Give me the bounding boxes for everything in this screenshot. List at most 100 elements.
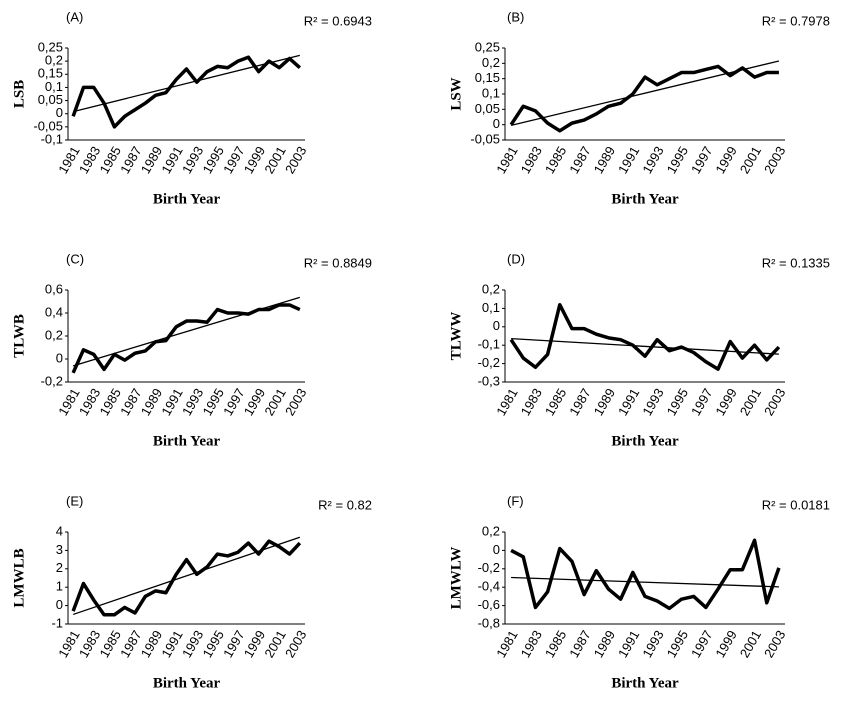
y-axis-title: LSW (448, 77, 464, 110)
x-tick-label: 1993 (639, 144, 666, 177)
x-axis-title: Birth Year (153, 433, 221, 449)
panel-label: (D) (507, 251, 525, 266)
x-tick-label: 1999 (712, 386, 739, 419)
y-tick-label: 0,4 (45, 304, 63, 319)
panel-label: (C) (66, 251, 84, 266)
panel-label: (B) (507, 9, 524, 24)
data-line (71, 55, 302, 129)
x-tick-label: 2003 (761, 628, 788, 661)
panel: (F) R² = 0.0181 LMWLW Birth Year -0,8 -0,6 -0,… (448, 493, 830, 691)
x-tick-label: 1997 (688, 386, 715, 419)
y-tick-label: -0,2 (478, 355, 500, 370)
x-tick-label: 1989 (591, 144, 618, 177)
x-tick-label: 1999 (712, 144, 739, 177)
trendline (511, 337, 779, 355)
x-tick-label: 2003 (282, 628, 309, 661)
y-tick-label: 0,2 (482, 281, 500, 296)
x-tick-label: 1985 (542, 386, 569, 419)
x-tick-label: 2001 (737, 386, 764, 419)
x-tick-label: 1983 (518, 144, 545, 177)
r-squared: R² = 0.0181 (762, 497, 830, 512)
x-tick-label: 1995 (664, 386, 691, 419)
x-tick-label: 1993 (639, 628, 666, 661)
y-tick-label: -0,05 (33, 118, 63, 133)
panel: (C) R² = 0.8849 TLWB Birth Year -0,2 0 0,2 0,4 0… (11, 251, 372, 449)
y-axis-title: LMWLW (448, 547, 464, 610)
r-squared: R² = 0.82 (318, 497, 372, 512)
trendline (72, 536, 301, 616)
y-tick-label: 0 (56, 105, 63, 120)
x-tick-label: 1995 (664, 144, 691, 177)
y-tick-label: 0 (493, 116, 500, 131)
x-tick-label: 1993 (639, 386, 666, 419)
r-squared: R² = 0.6943 (304, 13, 372, 28)
x-axis-title: Birth Year (153, 191, 221, 207)
y-tick-label: 0,05 (38, 92, 63, 107)
y-tick-label: -0,1 (478, 337, 500, 352)
y-tick-label: 1 (56, 579, 63, 594)
x-tick-label: 1987 (566, 144, 593, 177)
x-axis-title: Birth Year (153, 675, 221, 691)
y-tick-label: -0,3 (478, 373, 500, 388)
data-line (509, 64, 779, 133)
x-tick-label: 1981 (493, 628, 520, 661)
x-tick-label: 1981 (493, 144, 520, 177)
y-tick-label: 0,25 (38, 39, 63, 54)
x-axis-title: Birth Year (611, 433, 679, 449)
y-tick-label: 2 (56, 560, 63, 575)
panel-label: (E) (66, 493, 83, 508)
trendline (72, 54, 301, 113)
x-tick-label: 1989 (591, 386, 618, 419)
x-tick-label: 2001 (737, 628, 764, 661)
x-tick-label: 1991 (615, 386, 642, 419)
x-tick-label: 1997 (688, 628, 715, 661)
y-tick-label: 0 (493, 318, 500, 333)
x-tick-label: 1999 (712, 628, 739, 661)
x-tick-label: 2001 (737, 144, 764, 177)
r-squared: R² = 0.1335 (762, 255, 830, 270)
data-line (71, 303, 301, 374)
trendline (511, 576, 779, 588)
y-tick-label: 0 (493, 542, 500, 557)
y-tick-label: 0,2 (45, 53, 63, 68)
panel-label: (A) (66, 9, 83, 24)
y-tick-label: 0 (56, 597, 63, 612)
x-tick-label: 2003 (282, 386, 309, 419)
r-squared: R² = 0.8849 (304, 255, 372, 270)
r-squared: R² = 0.7978 (762, 13, 830, 28)
x-tick-label: 2003 (761, 144, 788, 177)
y-tick-label: -0,1 (41, 131, 63, 146)
y-tick-label: 0,15 (38, 66, 63, 81)
x-tick-label: 1997 (688, 144, 715, 177)
panel-label: (F) (507, 493, 524, 508)
x-tick-label: 1991 (615, 144, 642, 177)
x-tick-label: 1987 (566, 628, 593, 661)
data-line (509, 302, 781, 371)
y-tick-label: -0,2 (478, 560, 500, 575)
x-tick-label: 1985 (542, 628, 569, 661)
y-tick-label: -0,6 (478, 597, 500, 612)
panel: (D) R² = 0.1335 TLWW Birth Year -0,3 -0,2 -0,1… (448, 251, 830, 449)
y-tick-label: -0,8 (478, 615, 500, 630)
y-tick-label: 4 (56, 523, 63, 538)
x-tick-label: 1991 (615, 628, 642, 661)
y-tick-label: -0,4 (478, 579, 500, 594)
y-tick-label: 3 (56, 542, 63, 557)
x-tick-label: 2003 (761, 386, 788, 419)
x-tick-label: 1995 (664, 628, 691, 661)
y-axis-title: TLWW (448, 312, 464, 361)
y-tick-label: 0,1 (482, 300, 500, 315)
y-axis-title: LMWLB (11, 548, 27, 607)
y-tick-label: 0,05 (475, 101, 500, 116)
y-tick-label: 0,15 (475, 70, 500, 85)
y-tick-label: -0,05 (470, 131, 500, 146)
y-tick-label: 0 (56, 350, 63, 365)
y-axis-title: TLWB (11, 314, 27, 358)
y-tick-label: 0,1 (482, 85, 500, 100)
x-tick-label: 2003 (282, 144, 309, 177)
y-axis-title: LSB (11, 80, 27, 108)
x-tick-label: 1989 (591, 628, 618, 661)
